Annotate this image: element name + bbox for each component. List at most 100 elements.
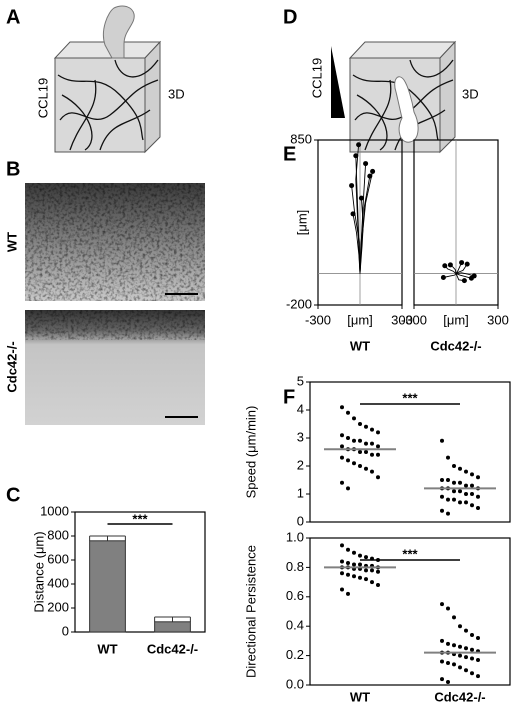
error-bar	[154, 616, 191, 622]
y-tick-label: 800	[47, 527, 69, 542]
data-point	[346, 436, 350, 440]
data-point	[346, 560, 350, 565]
data-point	[464, 668, 468, 673]
data-point	[364, 568, 368, 573]
panel-label: D	[283, 6, 297, 28]
plot-frame	[74, 511, 206, 633]
y-axis-label: Directional Persistence	[243, 545, 258, 678]
x-axis-label: [μm]	[347, 312, 373, 327]
data-point	[364, 424, 368, 429]
data-point	[446, 641, 450, 646]
data-point	[370, 427, 374, 432]
bar	[154, 621, 191, 633]
data-point	[464, 655, 468, 660]
data-point	[440, 638, 444, 643]
x-tick-label: 300	[487, 312, 509, 327]
data-point	[364, 450, 368, 454]
data-point	[364, 555, 368, 560]
data-point	[464, 500, 468, 505]
panel-label: F	[283, 386, 295, 408]
y-tick-label: 1	[297, 485, 304, 500]
data-point	[376, 569, 380, 574]
annotation: ***	[402, 546, 418, 561]
track-end	[370, 168, 376, 174]
data-point	[452, 489, 456, 494]
data-point	[352, 562, 356, 567]
data-point	[340, 433, 344, 438]
track	[455, 272, 475, 277]
data-point	[476, 475, 480, 480]
data-point	[340, 559, 344, 564]
data-point	[346, 486, 350, 491]
y-axis-label: [μm]	[294, 210, 309, 236]
data-point	[370, 441, 374, 446]
data-point	[452, 464, 456, 468]
data-point	[340, 480, 344, 485]
data-point	[446, 478, 450, 482]
data-point	[440, 677, 444, 682]
data-point	[452, 643, 456, 648]
y-tick-label: 0.8	[286, 559, 304, 574]
track	[352, 213, 361, 274]
data-point	[464, 646, 468, 651]
chart-title: Cdc42-/-	[430, 338, 481, 353]
data-point	[458, 644, 462, 649]
data-point	[464, 483, 468, 488]
x-tick-label: -300	[305, 312, 331, 327]
data-point	[476, 494, 480, 499]
data-point	[440, 508, 444, 513]
micrograph-texture	[25, 183, 205, 301]
data-point	[376, 583, 380, 588]
track-end	[358, 195, 364, 201]
data-point	[476, 674, 480, 679]
data-point	[470, 483, 474, 488]
bar	[89, 540, 126, 633]
data-point	[352, 416, 356, 421]
diagram-text: CCL19	[35, 78, 50, 118]
data-point	[346, 547, 350, 552]
data-point	[470, 647, 474, 652]
data-point	[470, 671, 474, 676]
y-axis-label: Speed (μm/min)	[243, 406, 258, 499]
y-tick-label: 0.2	[286, 647, 304, 662]
y-tick-label: 600	[47, 551, 69, 566]
panel-label: C	[6, 484, 20, 506]
data-point	[470, 492, 474, 496]
track-end	[363, 161, 369, 167]
data-point	[358, 450, 362, 454]
y-tick-label: 2	[297, 457, 304, 472]
data-point	[464, 628, 468, 633]
data-point	[464, 492, 468, 496]
data-point	[364, 577, 368, 582]
panel-label: E	[283, 143, 296, 165]
data-point	[440, 438, 444, 443]
x-tick-label: 300	[391, 312, 413, 327]
data-point	[476, 658, 480, 663]
data-point	[370, 469, 374, 474]
micrograph-texture	[25, 310, 205, 340]
data-point	[458, 653, 462, 658]
data-point	[346, 572, 350, 577]
data-point	[446, 660, 450, 665]
data-point	[340, 587, 344, 592]
data-point	[376, 444, 380, 449]
data-point	[358, 438, 362, 443]
track-end	[461, 278, 467, 284]
track-end	[442, 263, 448, 269]
diagram-text: 3D	[462, 86, 479, 101]
y-tick-label: 3	[297, 429, 304, 444]
x-tick-label: WT	[97, 641, 117, 656]
data-point	[446, 497, 450, 502]
panel-label: A	[6, 6, 20, 28]
row-label: WT	[4, 232, 19, 252]
y-tick-label: 1.0	[286, 529, 304, 544]
y-tick-label: 850	[290, 131, 312, 146]
data-point	[358, 575, 362, 580]
data-point	[458, 624, 462, 629]
data-point	[470, 633, 474, 638]
track-end	[350, 211, 356, 217]
data-point	[476, 635, 480, 640]
data-point	[440, 602, 444, 607]
data-point	[376, 452, 380, 457]
